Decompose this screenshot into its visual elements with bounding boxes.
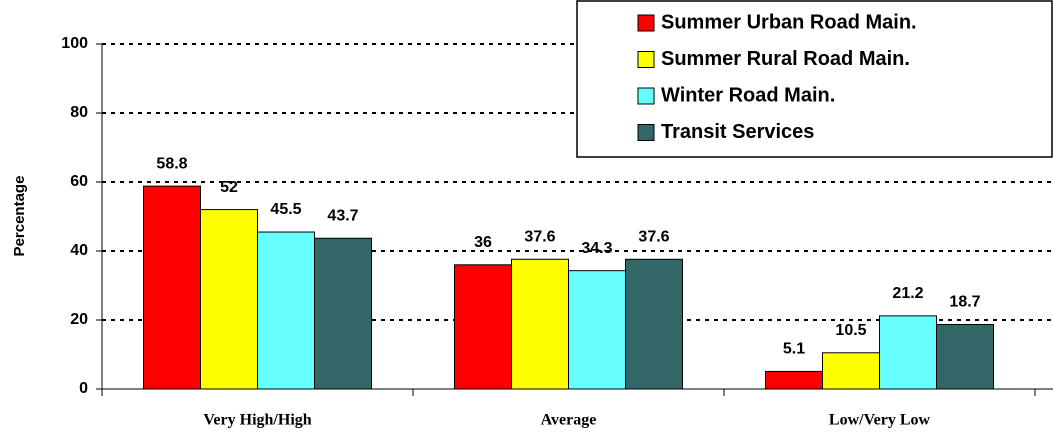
bar: [511, 258, 569, 390]
x-tick-label: Average: [541, 412, 597, 429]
legend-swatch: [637, 87, 655, 105]
bar: [936, 323, 994, 390]
value-label: 37.6: [638, 228, 669, 245]
bar: [200, 209, 258, 390]
value-label: 18.7: [949, 294, 980, 311]
x-tick-label: Very High/High: [203, 412, 311, 429]
bar: [879, 315, 937, 390]
value-label: 5.1: [783, 341, 805, 358]
legend-box: [576, 0, 1053, 158]
y-tick-label: 100: [61, 35, 88, 52]
legend-label: Summer Urban Road Main.: [661, 11, 917, 33]
value-label: 58.8: [156, 155, 187, 172]
bar: [625, 258, 683, 390]
legend-swatch: [637, 51, 655, 68]
y-axis-label: Percentage: [11, 176, 28, 257]
y-tick-label: 0: [79, 380, 88, 397]
bar: [765, 370, 823, 390]
bar: [822, 352, 880, 390]
legend-label: Winter Road Main.: [661, 84, 835, 106]
value-label: 36: [474, 234, 492, 251]
value-label: 21.2: [892, 285, 923, 302]
value-label: 52: [220, 179, 238, 196]
value-label: 37.6: [524, 228, 555, 245]
y-tick-label: 60: [70, 173, 88, 190]
bar: [568, 270, 626, 390]
y-tick-label: 20: [70, 311, 88, 328]
x-tick-label: Low/Very Low: [829, 412, 931, 429]
value-label: 43.7: [327, 207, 358, 224]
bar: [143, 185, 201, 390]
bar: [257, 231, 315, 390]
legend-label: Summer Rural Road Main.: [661, 48, 910, 70]
legend-swatch: [637, 14, 655, 32]
value-label: 45.5: [270, 201, 301, 218]
value-label: 34.3: [581, 240, 612, 257]
y-tick-label: 80: [70, 104, 88, 121]
bar: [454, 264, 512, 390]
bar: [314, 237, 372, 390]
legend-swatch: [637, 124, 655, 141]
legend-label: Transit Services: [661, 121, 814, 143]
y-tick-label: 40: [70, 242, 88, 259]
value-label: 10.5: [835, 322, 866, 339]
